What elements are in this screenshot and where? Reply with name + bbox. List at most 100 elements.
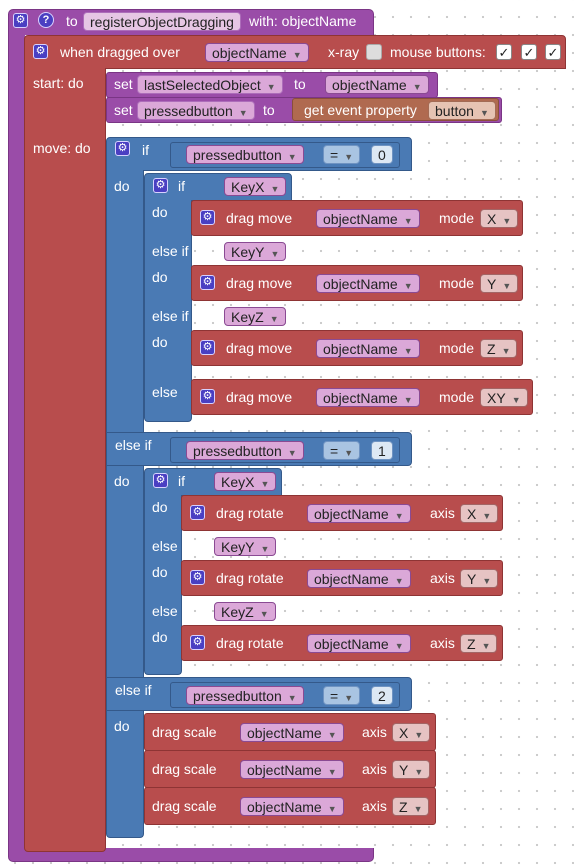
axis-dropdown[interactable]: Y ▼ <box>460 569 499 588</box>
value-objectName[interactable]: objectName ▼ <box>316 339 420 358</box>
gear-icon[interactable]: ⚙ <box>190 570 205 585</box>
gear-icon[interactable]: ⚙ <box>200 389 215 404</box>
gear-icon[interactable]: ⚙ <box>153 178 168 193</box>
axis-dropdown[interactable]: Z ▼ <box>392 797 430 816</box>
to-label: to <box>294 76 306 92</box>
axis-label: axis <box>362 724 387 740</box>
gear-icon[interactable]: ⚙ <box>190 505 205 520</box>
drag-scale-label: drag scale <box>152 724 217 740</box>
inner-if-body <box>144 200 192 422</box>
else-if-label: else if <box>152 243 189 259</box>
drag-rotate-block[interactable] <box>181 625 503 661</box>
param-objectName[interactable]: objectName ▼ <box>205 43 309 62</box>
value-objectName[interactable]: objectName ▼ <box>307 504 411 523</box>
gear-icon[interactable]: ⚙ <box>13 13 28 28</box>
gear-icon[interactable]: ⚙ <box>200 210 215 225</box>
mode-label: mode <box>439 210 475 226</box>
drag-scale-block[interactable] <box>144 787 436 825</box>
mode-dropdown[interactable]: Y ▼ <box>480 274 519 293</box>
set-label: set <box>114 76 133 92</box>
axis-dropdown[interactable]: X ▼ <box>460 504 499 523</box>
inner-if-body <box>144 495 182 675</box>
value-objectName[interactable]: objectName ▼ <box>240 723 344 742</box>
if-label: if <box>142 142 149 158</box>
value-objectName[interactable]: objectName ▼ <box>316 274 420 293</box>
value-objectName[interactable]: objectName ▼ <box>316 388 420 407</box>
value-objectName[interactable]: objectName ▼ <box>307 634 411 653</box>
else-if-label: else if <box>115 437 152 453</box>
axis-dropdown[interactable]: Z ▼ <box>460 634 498 653</box>
var-pressedbutton[interactable]: pressedbutton ▼ <box>186 686 304 705</box>
var-pressedbutton[interactable]: pressedbutton ▼ <box>137 101 255 120</box>
do-label: do <box>114 718 130 734</box>
else-if-label: else if <box>152 308 189 324</box>
var-lastSelectedObject[interactable]: lastSelectedObject ▼ <box>137 75 283 94</box>
operator-dropdown[interactable]: = ▼ <box>323 686 361 705</box>
drag-scale-label: drag scale <box>152 798 217 814</box>
key-variable[interactable]: KeyY ▼ <box>214 537 277 556</box>
xray-checkbox[interactable] <box>366 44 382 60</box>
mode-label: mode <box>439 340 475 356</box>
event-property-dropdown[interactable]: button ▼ <box>428 101 496 120</box>
if-label: if <box>178 178 185 194</box>
value-objectName[interactable]: objectName ▼ <box>240 797 344 816</box>
value-objectName[interactable]: objectName ▼ <box>307 569 411 588</box>
else-if-label: else if <box>115 682 152 698</box>
axis-label: axis <box>430 570 455 586</box>
mouse-middle-checkbox[interactable]: ✓ <box>521 44 537 60</box>
var-pressedbutton[interactable]: pressedbutton ▼ <box>186 441 304 460</box>
value-objectName[interactable]: objectName ▼ <box>325 75 429 94</box>
drag-rotate-label: drag rotate <box>216 635 284 651</box>
axis-label: axis <box>430 505 455 521</box>
to-label: to <box>66 13 78 29</box>
procedure-body <box>8 34 25 850</box>
operator-dropdown[interactable]: = ▼ <box>323 145 361 164</box>
mode-label: mode <box>439 389 475 405</box>
do-label: do <box>152 629 168 645</box>
do-label: do <box>152 269 168 285</box>
mouse-left-checkbox[interactable]: ✓ <box>496 44 512 60</box>
axis-dropdown[interactable]: X ▼ <box>392 723 431 742</box>
with-params-label: with: objectName <box>249 13 357 29</box>
drag-rotate-block[interactable] <box>181 560 503 596</box>
do-label: do <box>152 334 168 350</box>
gear-icon[interactable]: ⚙ <box>190 635 205 650</box>
to-label: to <box>263 102 275 118</box>
help-icon[interactable]: ? <box>38 12 54 28</box>
number-field[interactable]: 1 <box>371 441 393 460</box>
gear-icon[interactable]: ⚙ <box>200 275 215 290</box>
gear-icon[interactable]: ⚙ <box>33 44 48 59</box>
key-variable[interactable]: KeyY ▼ <box>224 242 287 261</box>
mode-label: mode <box>439 275 475 291</box>
number-field[interactable]: 0 <box>371 145 393 164</box>
value-objectName[interactable]: objectName ▼ <box>316 209 420 228</box>
gear-icon[interactable]: ⚙ <box>200 340 215 355</box>
key-variable[interactable]: KeyX ▼ <box>214 472 277 491</box>
do-label: do <box>114 178 130 194</box>
mouse-buttons-label: mouse buttons: <box>390 44 486 60</box>
drag-rotate-label: drag rotate <box>216 570 284 586</box>
key-variable[interactable]: KeyZ ▼ <box>224 307 286 326</box>
operator-dropdown[interactable]: = ▼ <box>323 441 361 460</box>
number-field[interactable]: 2 <box>371 686 393 705</box>
else-label: else <box>152 384 178 400</box>
axis-dropdown[interactable]: Y ▼ <box>392 760 431 779</box>
mode-dropdown[interactable]: X ▼ <box>480 209 519 228</box>
gear-icon[interactable]: ⚙ <box>153 473 168 488</box>
when-dragged-over-label: when dragged over <box>60 44 180 60</box>
value-objectName[interactable]: objectName ▼ <box>240 760 344 779</box>
mouse-right-checkbox[interactable]: ✓ <box>545 44 561 60</box>
move-do-label: move: do <box>33 140 91 156</box>
procedure-name-field[interactable]: registerObjectDragging <box>83 12 241 31</box>
start-do-label: start: do <box>33 75 84 91</box>
key-variable[interactable]: KeyZ ▼ <box>214 602 276 621</box>
xray-label: x-ray <box>328 44 360 60</box>
var-pressedbutton[interactable]: pressedbutton ▼ <box>186 145 304 164</box>
mode-dropdown[interactable]: XY ▼ <box>480 388 528 407</box>
mode-dropdown[interactable]: Z ▼ <box>480 339 518 358</box>
gear-icon[interactable]: ⚙ <box>115 141 130 156</box>
else-if-label: else if <box>152 538 189 554</box>
axis-label: axis <box>362 761 387 777</box>
drag-move-label: drag move <box>226 340 293 356</box>
key-variable[interactable]: KeyX ▼ <box>224 177 287 196</box>
